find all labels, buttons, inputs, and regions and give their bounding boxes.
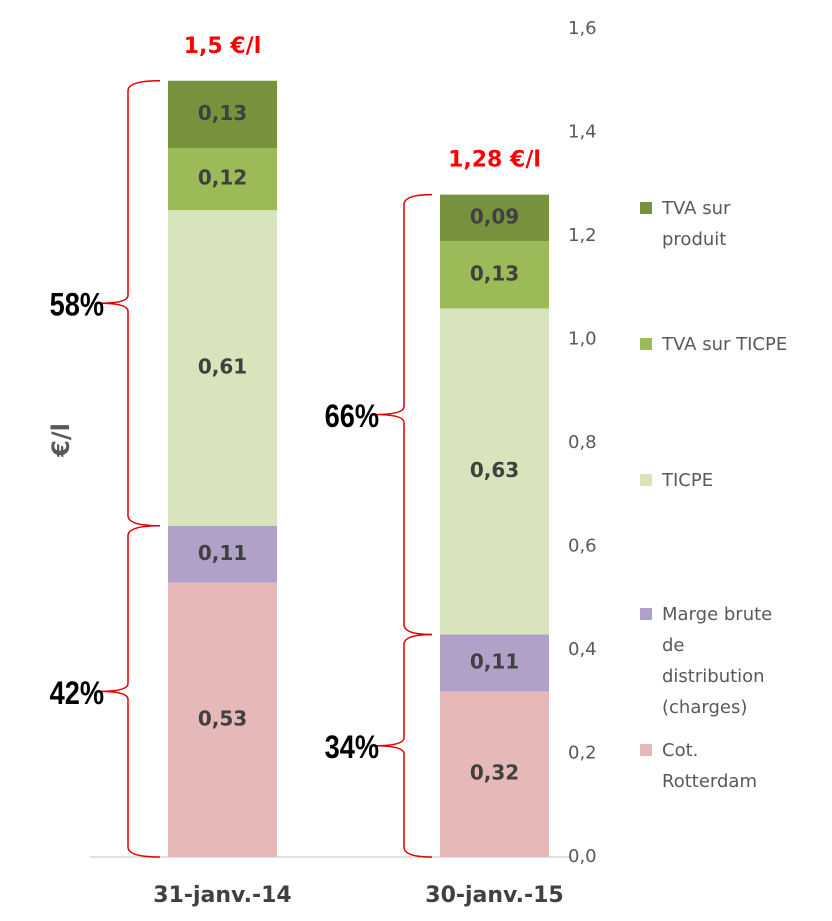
legend-label: Cot. Rotterdam bbox=[662, 740, 757, 792]
bar-segment bbox=[168, 210, 277, 526]
x-tick-label: 31-janv.-14 bbox=[153, 883, 291, 908]
legend-item: TVA sur produit bbox=[640, 193, 792, 255]
total-label: 1,5 €/l bbox=[184, 34, 262, 59]
legend-item: TICPE bbox=[640, 465, 792, 496]
y-tick-label: 1,2 bbox=[568, 225, 597, 246]
legend-item: Cot. Rotterdam bbox=[640, 735, 792, 797]
y-tick-label: 1,6 bbox=[568, 18, 597, 39]
legend-label: TVA sur TICPE bbox=[662, 334, 788, 355]
y-tick-label: 0,8 bbox=[568, 432, 597, 453]
y-tick-label: 0,0 bbox=[568, 846, 597, 867]
value-label: 0,09 bbox=[470, 204, 519, 228]
bar-segment bbox=[168, 80, 277, 149]
bar-segment bbox=[168, 582, 277, 857]
bar-segment bbox=[440, 634, 549, 692]
value-label: 0,11 bbox=[470, 649, 519, 673]
legend-item: TVA sur TICPE bbox=[640, 329, 792, 360]
bar-segment bbox=[168, 148, 277, 211]
bar-segment bbox=[440, 241, 549, 309]
value-label: 0,63 bbox=[470, 458, 519, 482]
bar-segment bbox=[168, 525, 277, 583]
legend-swatch bbox=[640, 744, 652, 756]
legend-swatch bbox=[640, 202, 652, 214]
bar-segment bbox=[440, 691, 549, 857]
legend-swatch bbox=[640, 608, 652, 620]
y-tick-label: 1,4 bbox=[568, 122, 597, 143]
bar-segment bbox=[440, 194, 549, 242]
group-percent: 42% bbox=[50, 676, 104, 712]
legend-label: TVA sur produit bbox=[662, 198, 731, 250]
group-percent: 58% bbox=[50, 288, 104, 324]
value-label: 0,13 bbox=[198, 101, 247, 125]
y-axis-label: €/l bbox=[47, 423, 75, 458]
value-label: 0,32 bbox=[470, 761, 519, 785]
brace bbox=[374, 633, 433, 858]
value-label: 0,13 bbox=[470, 261, 519, 285]
y-tick-label: 0,4 bbox=[568, 639, 597, 660]
group-percent: 34% bbox=[325, 730, 379, 766]
value-label: 0,11 bbox=[198, 541, 247, 565]
legend-label: TICPE bbox=[662, 470, 714, 491]
total-label: 1,28 €/l bbox=[448, 148, 541, 173]
legend-swatch bbox=[640, 474, 652, 486]
legend-label: Marge brute de distribution (charges) bbox=[662, 604, 773, 718]
value-label: 0,53 bbox=[198, 706, 247, 730]
y-tick-label: 0,6 bbox=[568, 536, 597, 557]
brace bbox=[99, 80, 161, 527]
value-label: 0,61 bbox=[198, 354, 247, 378]
legend-item: Marge brute de distribution (charges) bbox=[640, 599, 792, 723]
y-tick-label: 0,2 bbox=[568, 743, 597, 764]
bar-segment bbox=[440, 308, 549, 635]
brace bbox=[99, 525, 161, 858]
value-label: 0,12 bbox=[198, 166, 247, 190]
y-tick-label: 1,0 bbox=[568, 329, 597, 350]
x-tick-label: 30-janv.-15 bbox=[425, 883, 563, 908]
group-percent: 66% bbox=[325, 399, 379, 435]
legend-swatch bbox=[640, 338, 652, 350]
brace bbox=[374, 193, 433, 636]
